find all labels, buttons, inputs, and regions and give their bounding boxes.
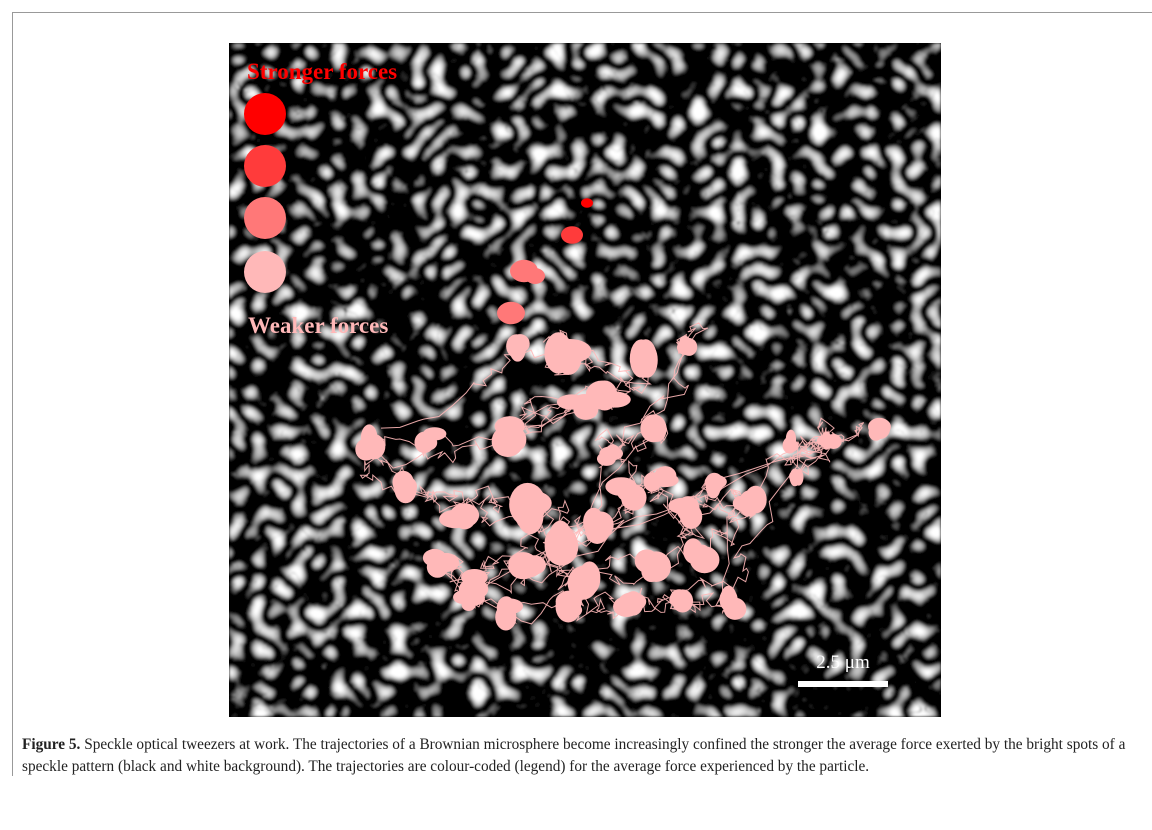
legend-dot <box>244 145 286 187</box>
trajectory <box>613 596 641 617</box>
trajectory <box>583 507 605 537</box>
legend-label: Weaker forces <box>248 313 388 338</box>
trajectory <box>495 603 517 631</box>
scale-label: 2.5 μm <box>816 652 870 673</box>
trajectory <box>548 338 592 364</box>
trajectory <box>453 590 475 605</box>
trajectory <box>581 198 593 208</box>
trajectory <box>720 585 737 610</box>
speckle-pattern <box>229 43 941 717</box>
trajectory <box>506 334 527 359</box>
frame-line <box>12 12 13 776</box>
frame-line <box>12 12 1152 13</box>
trajectory <box>461 569 488 586</box>
trajectory <box>491 425 524 457</box>
trajectory <box>578 561 601 595</box>
figure: Stronger forces Weaker forces 2.5 μm <box>229 43 941 717</box>
trajectory <box>786 440 799 452</box>
trajectory <box>561 226 583 244</box>
trajectory <box>426 556 449 578</box>
caption-label: Figure 5. <box>22 736 81 753</box>
trajectories <box>355 198 891 631</box>
caption: Figure 5. Speckle optical tweezers at wo… <box>22 734 1144 778</box>
trajectory <box>355 438 377 461</box>
trajectory <box>497 301 525 325</box>
trajectory <box>870 419 890 439</box>
trajectory <box>516 498 544 535</box>
trajectory <box>525 268 545 284</box>
trajectory <box>679 503 703 529</box>
trajectory <box>599 446 624 461</box>
caption-text: Speckle optical tweezers at work. The tr… <box>22 736 1126 775</box>
trajectory <box>821 431 832 450</box>
trajectory <box>617 484 638 502</box>
trajectory <box>556 394 587 410</box>
legend-dot <box>244 93 286 135</box>
legend-dot <box>244 197 286 239</box>
trajectory <box>548 520 572 556</box>
trajectory <box>513 558 542 578</box>
trajectory <box>679 335 691 348</box>
trajectory <box>422 435 438 450</box>
trajectory <box>651 473 679 488</box>
trajectory <box>392 470 414 494</box>
legend-dot <box>244 251 286 293</box>
trajectory <box>634 549 659 573</box>
trajectory <box>555 590 582 623</box>
trajectory <box>689 546 720 574</box>
legend-label: Stronger forces <box>247 59 397 84</box>
trajectory <box>648 416 667 442</box>
trajectory <box>634 339 657 378</box>
trajectory <box>789 470 800 483</box>
trajectory <box>744 485 767 514</box>
trajectory <box>704 474 727 489</box>
scale-bar <box>798 681 888 687</box>
trajectory <box>450 503 480 528</box>
trajectory <box>669 592 684 607</box>
